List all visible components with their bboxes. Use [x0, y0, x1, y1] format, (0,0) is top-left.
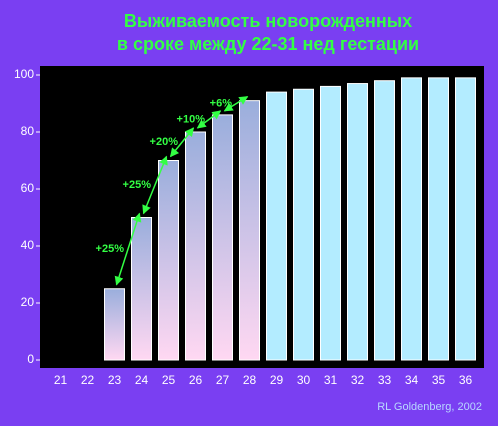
y-tick-label: 20 [21, 295, 35, 309]
x-tick-label: 26 [189, 373, 203, 387]
x-tick-label: 25 [162, 373, 176, 387]
x-tick-label: 30 [297, 373, 311, 387]
annotation: +6% [210, 98, 233, 110]
annotation: +25% [96, 243, 125, 255]
annotation: +10% [177, 113, 206, 125]
annotation-arrow [114, 212, 142, 286]
x-tick-label: 24 [135, 373, 149, 387]
bar [374, 80, 395, 361]
chart-title: Выживаемость новорожденных [124, 11, 412, 31]
x-tick-label: 29 [270, 373, 284, 387]
source: RL Goldenberg, 2002 [377, 401, 482, 413]
annotation-arrow [169, 127, 195, 158]
annotation-arrow [142, 155, 168, 215]
y-tick-label: 0 [27, 352, 34, 366]
bar [428, 77, 449, 361]
y-tick-label: 40 [21, 238, 35, 252]
x-tick-label: 22 [81, 373, 95, 387]
chart-title: в сроке между 22-31 нед гестации [117, 34, 419, 54]
y-tick-label: 60 [21, 181, 35, 195]
x-tick-label: 27 [216, 373, 230, 387]
x-tick-label: 23 [108, 373, 122, 387]
annotation: +20% [150, 136, 179, 148]
bar [104, 288, 125, 361]
bar [131, 217, 152, 361]
x-tick-label: 33 [378, 373, 392, 387]
x-tick-label: 28 [243, 373, 257, 387]
annotation: +25% [123, 179, 152, 191]
y-tick-label: 80 [21, 124, 35, 138]
y-tick-label: 100 [14, 67, 34, 81]
x-tick-label: 32 [351, 373, 365, 387]
bar [266, 91, 287, 361]
bar [401, 77, 422, 361]
bar [455, 77, 476, 361]
bar [239, 100, 260, 361]
x-tick-label: 34 [405, 373, 419, 387]
x-tick-label: 36 [459, 373, 473, 387]
x-tick-label: 31 [324, 373, 338, 387]
bar [185, 131, 206, 361]
bar [293, 88, 314, 361]
annotation-arrow [223, 96, 249, 112]
x-tick-label: 21 [54, 373, 68, 387]
bar [347, 83, 368, 361]
x-tick-label: 35 [432, 373, 446, 387]
bar [320, 85, 341, 361]
bar [158, 160, 179, 361]
annotation-arrow [196, 110, 222, 129]
bar [212, 114, 233, 361]
